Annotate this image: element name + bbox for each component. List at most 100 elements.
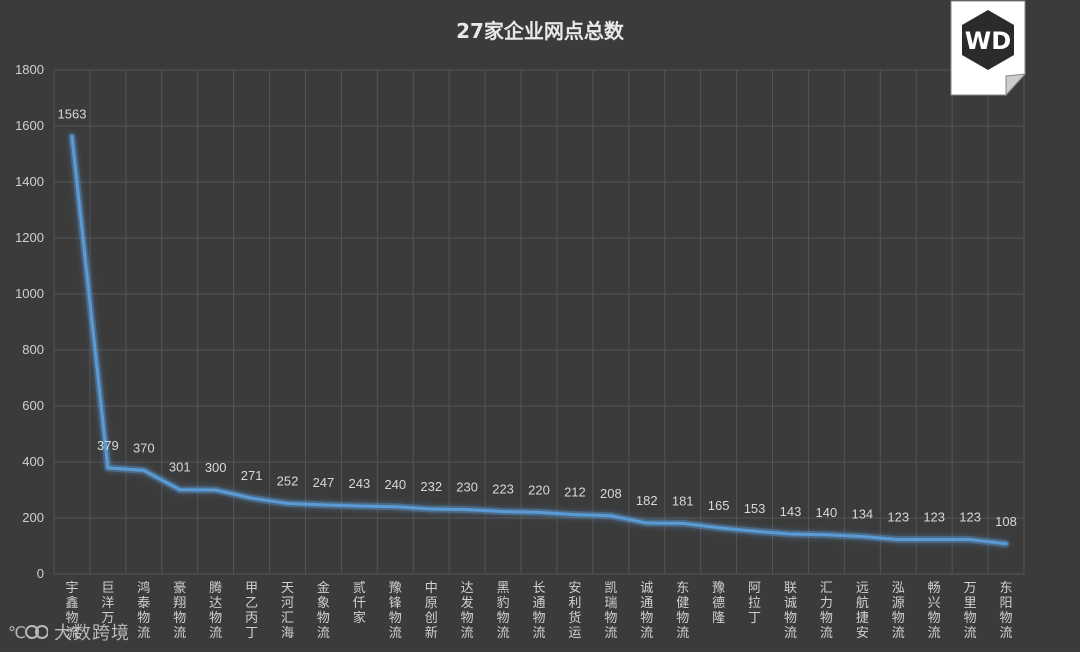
data-label: 379 [97, 438, 119, 453]
data-point [250, 496, 254, 500]
data-label: 143 [780, 504, 802, 519]
y-tick-label: 0 [37, 566, 44, 581]
data-label: 153 [744, 501, 766, 516]
y-tick-label: 1800 [15, 62, 44, 77]
data-label: 220 [528, 482, 550, 497]
x-tick-label: 达发物流 [461, 581, 474, 641]
data-point [860, 534, 864, 538]
watermark: ℃ 大数跨境 [8, 616, 130, 648]
data-label: 301 [169, 460, 191, 475]
data-point [429, 507, 433, 511]
data-point [681, 521, 685, 525]
data-label: 182 [636, 493, 658, 508]
data-point [357, 504, 361, 508]
x-tick-label: 黑豹物流 [497, 581, 510, 641]
x-tick-label: 天河汇海 [281, 581, 294, 641]
y-tick-label: 1400 [15, 174, 44, 189]
data-point [393, 505, 397, 509]
data-point [896, 538, 900, 542]
grid-layer [53, 69, 1025, 575]
data-point [214, 488, 218, 492]
data-label: 212 [564, 485, 586, 500]
data-label: 370 [133, 440, 155, 455]
y-tick-label: 600 [22, 398, 44, 413]
data-label: 232 [420, 479, 442, 494]
data-label: 108 [995, 514, 1017, 529]
data-point [573, 513, 577, 517]
y-axis-ticks: 0 200 400 600 800 1000 1200 1400 1600 1800 [15, 62, 44, 581]
x-tick-label: 东阳物流 [1000, 581, 1013, 641]
data-point [106, 466, 110, 470]
x-tick-label: 腾达物流 [209, 580, 222, 641]
x-tick-label: 诚通物流 [640, 581, 653, 641]
logo-text: WD [965, 27, 1011, 55]
data-label: 123 [923, 510, 945, 525]
x-tick-label: 东健物流 [676, 581, 689, 641]
x-tick-label: 阿拉丁 [748, 581, 761, 626]
data-label: 240 [384, 477, 406, 492]
data-point [537, 510, 541, 514]
x-tick-label: 长通物流 [532, 581, 545, 641]
watermark-icon: ℃ [8, 623, 48, 642]
x-tick-label: 甲乙丙丁 [245, 581, 258, 641]
y-tick-label: 1200 [15, 230, 44, 245]
data-point [717, 526, 721, 530]
data-point [788, 532, 792, 536]
x-tick-label: 畅兴物流 [928, 581, 941, 641]
data-label: 140 [816, 505, 838, 520]
data-label: 243 [349, 476, 371, 491]
data-label: 300 [205, 460, 227, 475]
data-label-layer: 1563 379 370 301 300 271 252 247 243 240 232 230 223… [58, 106, 1017, 528]
x-tick-label: 汇力物流 [820, 581, 833, 641]
data-point [645, 521, 649, 525]
y-tick-label: 800 [22, 342, 44, 357]
data-label: 230 [456, 480, 478, 495]
x-tick-label: 安利货运 [568, 581, 581, 641]
x-tick-label: 泓源物流 [892, 581, 905, 641]
y-tick-label: 200 [22, 510, 44, 525]
data-label: 123 [959, 510, 981, 525]
data-point [465, 508, 469, 512]
svg-text:℃: ℃ [8, 623, 26, 642]
y-tick-label: 1000 [15, 286, 44, 301]
data-point [968, 538, 972, 542]
data-point [501, 510, 505, 514]
data-point [609, 514, 613, 518]
data-label: 1563 [58, 106, 87, 121]
y-tick-label: 1600 [15, 118, 44, 133]
data-point [321, 503, 325, 507]
x-tick-label: 巨洋万 [101, 581, 114, 626]
data-point [70, 134, 74, 138]
x-tick-label: 金象物流 [317, 580, 330, 641]
x-tick-label: 豫德隆 [712, 581, 725, 626]
data-point [142, 468, 146, 472]
x-tick-label: 豪翔物流 [173, 580, 186, 641]
data-label: 123 [887, 510, 909, 525]
data-label: 247 [313, 475, 335, 490]
x-tick-label: 贰仟家 [353, 580, 366, 626]
x-tick-label: 宇鑫物流 [65, 581, 78, 641]
data-label: 165 [708, 498, 730, 513]
x-tick-label: 联诚物流 [784, 581, 797, 641]
x-axis-ticks: 宇鑫物流 巨洋万 鸿泰物流 豪翔物流 腾达物流 甲乙丙丁 天河汇海 金象物流 贰仟家 豫锋物流 中原… [65, 580, 1012, 641]
data-label: 271 [241, 468, 263, 483]
x-tick-label: 万里物流 [964, 581, 977, 641]
x-tick-label: 豫锋物流 [389, 581, 402, 641]
data-label: 181 [672, 493, 694, 508]
x-tick-label: 凯瑞物流 [604, 581, 617, 641]
data-label: 223 [492, 482, 514, 497]
data-point [824, 533, 828, 537]
data-label: 252 [277, 473, 299, 488]
wd-logo: WD [950, 0, 1027, 97]
y-tick-label: 400 [22, 454, 44, 469]
data-point [753, 529, 757, 533]
x-tick-label: 鸿泰物流 [137, 580, 150, 641]
watermark-text: 大数跨境 [54, 623, 130, 644]
data-point [932, 538, 936, 542]
data-label: 134 [851, 506, 873, 521]
x-tick-label: 中原创新 [425, 581, 438, 641]
series-layer [68, 132, 1010, 548]
data-label: 208 [600, 486, 622, 501]
data-point [286, 501, 290, 505]
